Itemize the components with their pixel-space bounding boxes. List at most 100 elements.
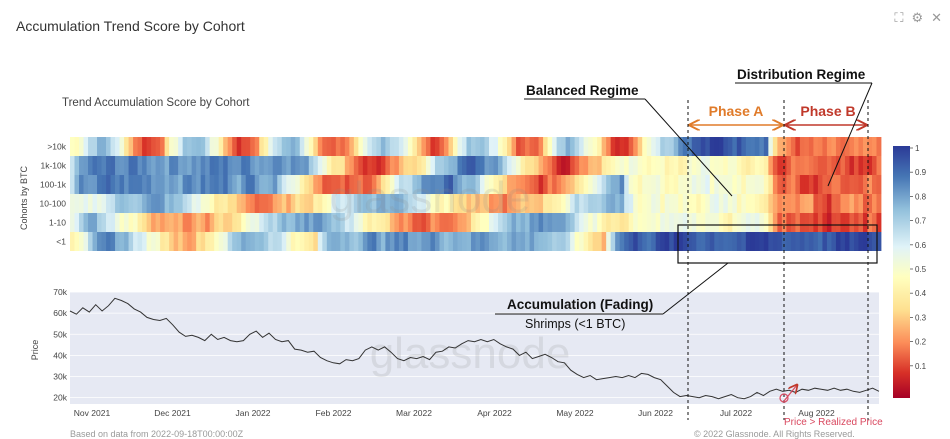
heatmap-cell [592,175,598,194]
heatmap-cell [826,137,832,156]
heatmap-cell [331,175,337,194]
heatmap-cell [281,175,287,194]
heatmap-cell [763,232,769,251]
heatmap-cell [862,194,868,213]
settings-icon[interactable]: ⚙ [911,10,924,25]
heatmap-cell [106,156,111,175]
heatmap-cell [520,137,526,156]
realized-arrow [783,385,797,402]
heatmap-cell [344,175,350,194]
heatmap-cell [160,232,166,251]
heatmap-cell [308,213,314,232]
heatmap-cell [164,175,170,194]
heatmap-cell [452,213,458,232]
heatmap-cell [813,232,819,251]
expand-icon[interactable]: ⛶ [894,10,904,25]
heatmap-cell [777,213,783,232]
heatmap-cell [74,213,80,232]
heatmap-cell [362,137,368,156]
heatmap-cell [642,213,648,232]
heatmap-cell [772,213,778,232]
heatmap-cell [592,194,598,213]
heatmap-cell [691,213,697,232]
heatmap-cell [772,137,778,156]
heatmap-cell [137,232,143,251]
heatmap-cell [574,175,580,194]
heatmap-cell [331,137,337,156]
heatmap-cell [637,156,643,175]
heatmap-cell [615,232,621,251]
heatmap-cell [439,213,445,232]
heatmap-cell [795,156,801,175]
heatmap-cell [173,175,179,194]
heatmap-cell [92,137,98,156]
heatmap-cell [817,213,823,232]
heatmap-cell [862,232,868,251]
heatmap-cell [128,232,134,251]
heatmap-cell [597,213,603,232]
heatmap-cell [565,156,571,175]
heatmap-cell [146,213,152,232]
heatmap-cell [664,194,670,213]
heatmap-cell [398,213,404,232]
heatmap-cell [772,232,778,251]
heatmap-cell [840,175,846,194]
heatmap-cell [313,137,319,156]
heatmap-cell [768,213,774,232]
heatmap-cell [502,137,508,156]
heatmap-cell [376,175,382,194]
heatmap-cell [439,232,445,251]
heatmap-cell [844,156,850,175]
heatmap-cell [853,156,859,175]
heatmap-cell [115,137,120,156]
heatmap-cell [520,213,526,232]
heatmap-cell [461,175,467,194]
heatmap-cell [727,213,733,232]
heatmap-cell [110,194,116,213]
heatmap-cell [353,156,359,175]
heatmap-cell [236,156,242,175]
heatmap-cell [520,156,526,175]
heatmap-cell [245,156,251,175]
heatmap-cell [322,194,328,213]
heatmap-cell [223,213,229,232]
heatmap-cell [326,232,332,251]
heatmap-cell [867,213,873,232]
heatmap-cell [669,194,675,213]
heatmap-cell [205,213,211,232]
heatmap-cell [466,156,472,175]
heatmap-cell [380,137,386,156]
heatmap-cell [826,175,832,194]
heatmap-cell [493,175,499,194]
heatmap-cell [637,232,643,251]
heatmap-cell [642,232,648,251]
heatmap-cell [79,137,84,156]
heatmap-cell [403,137,409,156]
heatmap-cell [597,156,603,175]
heatmap-cell [799,175,805,194]
heatmap-cell [151,194,157,213]
heatmap-cell [736,175,742,194]
heatmap-cell [254,156,260,175]
heatmap-cell [489,194,494,213]
heatmap-cell [876,156,882,175]
heatmap-cell [565,232,571,251]
heatmap-cell [299,232,305,251]
heatmap-cell [736,137,742,156]
heatmap-cell [637,175,643,194]
price-grid [70,291,879,399]
close-icon[interactable]: ✕ [931,10,942,25]
heatmap-cell [624,156,630,175]
heatmap-cell [254,213,260,232]
heatmap-cell [322,156,328,175]
heatmap-cell [412,156,418,175]
heatmap-cell [534,213,539,232]
heatmap-cell [624,232,630,251]
heatmap-cell [286,137,292,156]
heatmap-cell [79,156,84,175]
heatmap-cell [268,175,274,194]
heatmap-cell [529,232,535,251]
heatmap-cell [268,213,274,232]
colorbar-tick-label: 0.9 [915,168,927,177]
heatmap-cell [835,137,841,156]
